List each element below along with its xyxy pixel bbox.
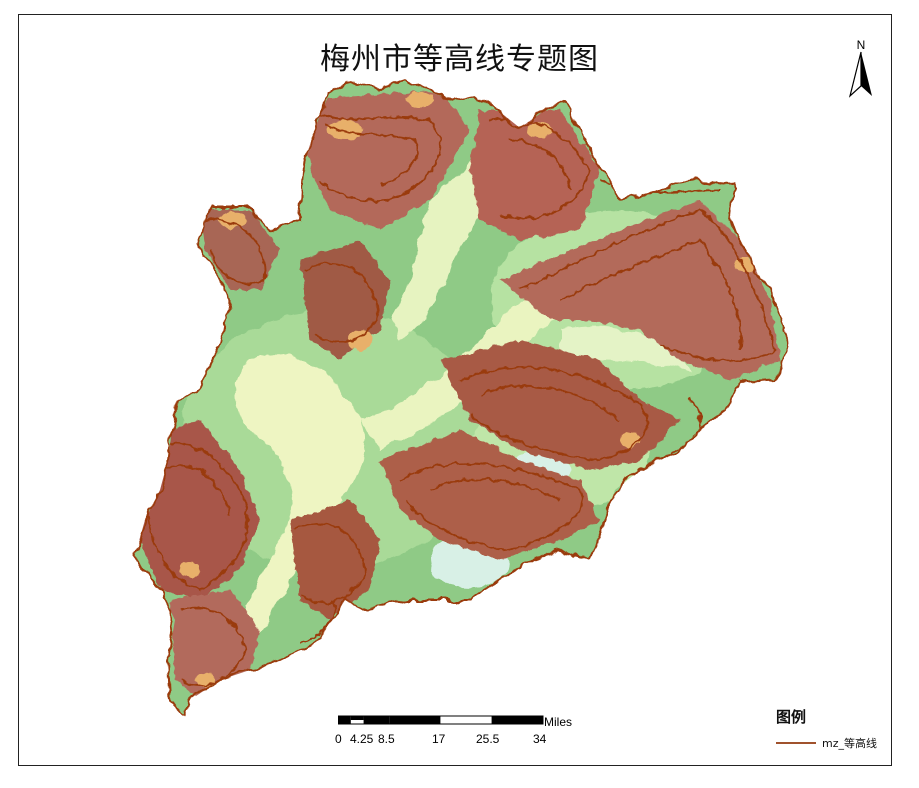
scale-tick-label: 25.5 bbox=[476, 732, 500, 746]
scale-tick-label: 4.25 bbox=[350, 732, 374, 746]
scale-tick-label: 34 bbox=[533, 732, 547, 746]
map-title: 梅州市等高线专题图 bbox=[320, 42, 599, 77]
north-arrow: N bbox=[846, 38, 876, 98]
legend-line-swatch bbox=[776, 742, 816, 744]
scale-tick-label: 17 bbox=[432, 732, 446, 746]
legend-item-label: mz_等高线 bbox=[822, 737, 877, 750]
scale-unit-label: Miles bbox=[544, 715, 573, 729]
scale-tick-label: 0 bbox=[335, 732, 342, 746]
north-arrow-icon bbox=[848, 51, 872, 98]
legend-title: 图例 bbox=[776, 708, 807, 726]
legend-item-contour: mz_等高线 bbox=[776, 736, 877, 750]
scale-tick-label: 8.5 bbox=[378, 732, 395, 746]
scale-bar-graphic bbox=[338, 715, 544, 725]
scale-bar: Miles 0 4.25 8.5 17 25.5 34 bbox=[330, 712, 590, 752]
north-label: N bbox=[856, 38, 866, 52]
